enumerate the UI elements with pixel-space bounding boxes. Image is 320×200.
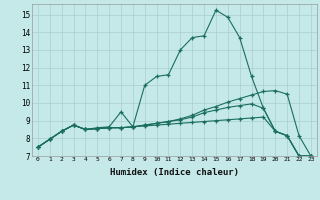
X-axis label: Humidex (Indice chaleur): Humidex (Indice chaleur)	[110, 168, 239, 177]
